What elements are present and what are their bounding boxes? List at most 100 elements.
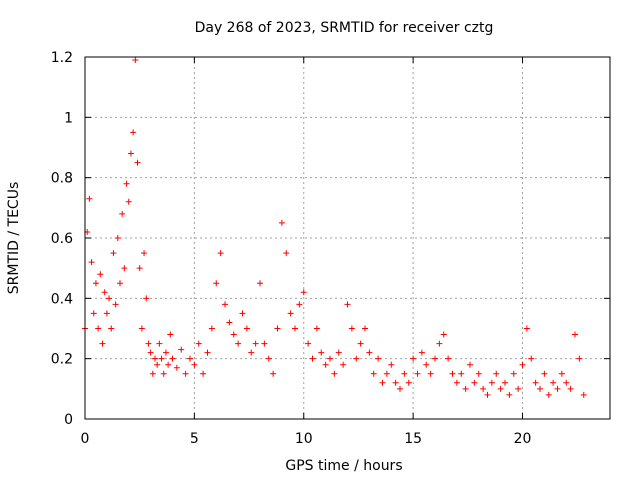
x-tick-labels: 0 5 10 15 20: [81, 431, 532, 447]
data-point: [132, 57, 139, 64]
x-tick-label: 0: [81, 431, 90, 447]
data-point: [160, 370, 167, 377]
data-point: [169, 355, 176, 362]
data-point: [484, 391, 491, 398]
data-point: [318, 349, 325, 356]
data-point: [331, 370, 338, 377]
data-point: [222, 301, 228, 308]
data-point: [418, 349, 425, 356]
data-point: [145, 340, 152, 347]
data-point: [149, 370, 156, 377]
data-point: [432, 355, 438, 362]
data-point: [440, 331, 447, 338]
data-point: [335, 349, 342, 356]
data-point: [493, 370, 500, 377]
data-point: [287, 310, 294, 317]
data-point: [313, 325, 320, 332]
data-point: [383, 370, 390, 377]
data-point: [217, 250, 224, 257]
data-point: [340, 361, 347, 368]
data-point: [427, 370, 434, 377]
data-point: [195, 340, 202, 347]
data-point: [554, 385, 561, 392]
data-point: [257, 280, 263, 287]
data-point: [506, 391, 513, 398]
data-point: [90, 310, 97, 317]
data-point: [453, 379, 460, 386]
data-point: [178, 346, 185, 353]
data-point: [410, 355, 417, 362]
data-point: [92, 280, 99, 287]
data-point: [392, 379, 399, 386]
data-point: [213, 280, 220, 287]
data-point: [423, 361, 430, 368]
data-point: [114, 235, 121, 241]
data-point: [292, 325, 298, 332]
gridlines: [85, 57, 610, 419]
x-tick-label: 15: [404, 431, 422, 447]
data-point: [567, 385, 574, 392]
x-axis-label: GPS time / hours: [285, 458, 402, 474]
data-point: [353, 355, 360, 362]
data-point: [414, 370, 421, 377]
data-point: [558, 370, 565, 377]
data-point: [95, 325, 102, 332]
x-tick-label: 5: [190, 431, 199, 447]
data-point: [309, 355, 316, 362]
data-point: [248, 349, 255, 356]
y-tick-label: 0: [64, 412, 73, 428]
data-point: [97, 271, 104, 278]
data-point: [173, 364, 180, 371]
data-point: [366, 349, 373, 356]
data-point: [143, 295, 150, 302]
data-point: [106, 295, 113, 302]
data-point: [401, 370, 408, 377]
data-point: [388, 361, 395, 368]
data-point: [274, 325, 281, 332]
data-point: [167, 331, 174, 338]
chart-title: Day 268 of 2023, SRMTID for receiver czt…: [195, 20, 494, 36]
data-point: [572, 331, 578, 338]
y-tick-label: 0.4: [51, 291, 73, 307]
data-point: [475, 370, 482, 377]
data-point: [252, 340, 259, 347]
data-point: [123, 180, 130, 187]
data-point: [110, 250, 117, 257]
data-point: [101, 289, 108, 296]
y-tick-label: 0.8: [51, 171, 73, 187]
y-tick-labels: 0 0.2 0.4 0.6 0.8 1 1.2: [51, 50, 73, 428]
data-point: [270, 370, 277, 377]
y-tick-label: 1.2: [51, 50, 73, 66]
data-point: [108, 325, 115, 332]
data-point: [103, 310, 110, 317]
data-point: [130, 129, 137, 136]
data-point: [230, 331, 237, 338]
y-tick-label: 0.2: [51, 352, 73, 368]
data-point: [322, 361, 329, 368]
data-point: [519, 361, 526, 368]
data-point: [379, 379, 386, 386]
data-point: [397, 385, 403, 392]
data-point: [300, 289, 307, 296]
data-point: [523, 325, 530, 332]
data-point: [497, 385, 504, 392]
data-point: [502, 379, 508, 386]
data-point: [449, 370, 456, 377]
data-point: [580, 391, 587, 398]
data-point: [261, 340, 268, 347]
data-point: [243, 325, 250, 332]
data-point: [344, 301, 351, 308]
data-point: [471, 379, 478, 386]
data-point: [154, 361, 161, 368]
data-point: [125, 198, 132, 205]
data-point: [545, 391, 552, 398]
data-point: [239, 310, 246, 317]
data-point: [550, 379, 557, 386]
data-point: [200, 370, 207, 377]
data-point: [405, 379, 412, 386]
data-point: [467, 361, 473, 368]
data-point: [283, 250, 290, 257]
data-point: [112, 301, 119, 308]
data-point: [235, 340, 242, 347]
